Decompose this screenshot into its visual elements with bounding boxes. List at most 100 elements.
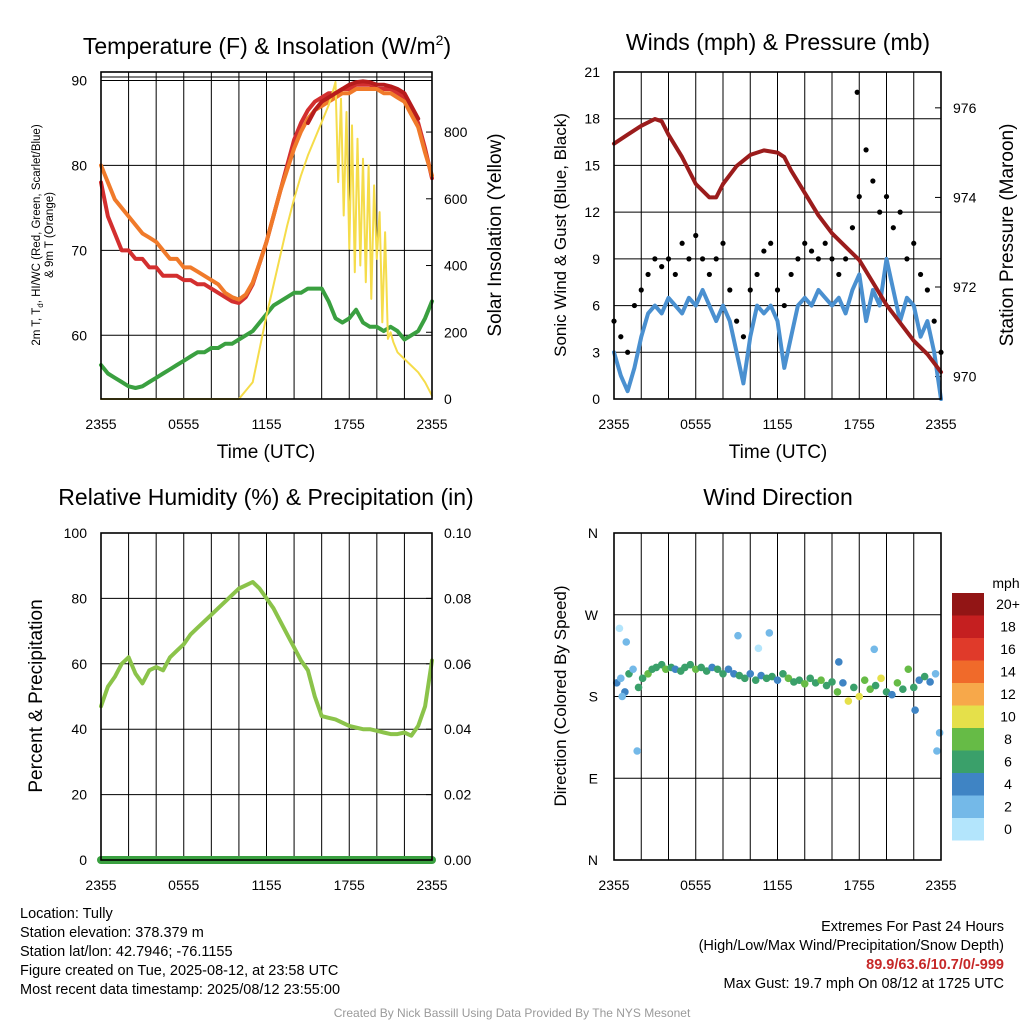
gust-point bbox=[693, 232, 699, 239]
colorbar: 0 2 4 6 8 10 12 14 16 18 20+ bbox=[952, 593, 1020, 841]
colorbar-swatch bbox=[952, 773, 984, 796]
direction-point bbox=[931, 669, 940, 678]
gust-point bbox=[836, 271, 842, 278]
direction-point bbox=[855, 692, 864, 701]
gust-point bbox=[781, 302, 787, 309]
direction-point bbox=[871, 681, 880, 690]
rh-ylabel-left: Percent & Precipitation bbox=[26, 599, 47, 792]
series-line-9m-t bbox=[99, 87, 434, 302]
y2-tick-label: 0.02 bbox=[444, 787, 471, 803]
direction-point bbox=[828, 678, 836, 686]
gust-point bbox=[822, 240, 828, 246]
gust-point bbox=[854, 89, 860, 95]
x-tick-label: 2355 bbox=[85, 416, 116, 432]
temp-series bbox=[99, 79, 434, 400]
direction-point bbox=[686, 660, 695, 669]
station-latlon: Station lat/lon: 42.7946; -76.1155 bbox=[20, 944, 233, 960]
direction-point bbox=[866, 685, 874, 694]
wind-series bbox=[611, 89, 944, 401]
colorbar-swatch bbox=[952, 750, 984, 773]
gust-point bbox=[672, 271, 678, 278]
x-tick-label: 2355 bbox=[416, 416, 447, 432]
x-tick-label: 0555 bbox=[680, 416, 711, 432]
direction-point bbox=[860, 676, 869, 684]
gust-point bbox=[727, 287, 733, 293]
station-elevation: Station elevation: 378.379 m bbox=[20, 925, 204, 941]
temp-ylabel-right: Solar Insolation (Yellow) bbox=[485, 133, 506, 336]
direction-point bbox=[870, 645, 879, 654]
temp-plot-frame bbox=[100, 71, 433, 400]
gust-point bbox=[768, 240, 774, 246]
y-tick-label: 90 bbox=[71, 72, 87, 88]
direction-point bbox=[634, 683, 643, 692]
colorbar-label: 12 bbox=[1000, 686, 1016, 702]
gust-point bbox=[638, 287, 644, 293]
gust-point bbox=[706, 271, 712, 278]
x-tick-label: 2355 bbox=[416, 877, 447, 893]
direction-point bbox=[850, 683, 858, 692]
direction-point bbox=[877, 674, 885, 683]
y2-tick-label: 600 bbox=[444, 191, 468, 207]
y2-tick-label: 976 bbox=[953, 100, 977, 116]
x-tick-label: 1755 bbox=[334, 877, 365, 893]
dir-gridlines bbox=[614, 533, 941, 860]
direction-point bbox=[833, 688, 842, 696]
direction-point bbox=[746, 669, 755, 678]
gust-point bbox=[699, 256, 706, 262]
extremes-info: Extremes For Past 24 Hours (High/Low/Max… bbox=[699, 918, 1004, 994]
gust-point bbox=[774, 287, 781, 293]
x-tick-label: 2355 bbox=[925, 877, 956, 893]
colorbar-label: 10 bbox=[1000, 709, 1016, 725]
rh-gridlines bbox=[101, 532, 432, 861]
series-line-relative-humidity bbox=[99, 580, 434, 738]
y2-tick-label: 0 bbox=[444, 391, 452, 407]
temp-title: Temperature (F) & Insolation (W/m2) bbox=[83, 32, 451, 59]
gust-point bbox=[856, 193, 862, 200]
colorbar-label: 14 bbox=[1000, 664, 1016, 680]
y-tick-label: S bbox=[589, 689, 598, 705]
direction-point bbox=[795, 676, 804, 684]
y2-tick-label: 800 bbox=[444, 124, 468, 140]
y-tick-label: 40 bbox=[71, 721, 87, 737]
gust-point bbox=[843, 256, 849, 262]
y-tick-label: 20 bbox=[71, 787, 87, 803]
gust-point bbox=[645, 271, 651, 278]
series-line-hi-wc bbox=[305, 79, 421, 125]
gust-point bbox=[849, 225, 856, 231]
colorbar-swatch bbox=[952, 638, 984, 661]
temp-ylabel-left-2: & 9m T (Orange) bbox=[44, 192, 56, 278]
panel-wind-direction: Wind Direction 2355 0555 1155 1755 2355NESWN… bbox=[551, 484, 1020, 893]
direction-point bbox=[888, 690, 896, 699]
direction-point bbox=[622, 638, 631, 646]
y-tick-label: 6 bbox=[592, 298, 600, 314]
y2-tick-label: 0.00 bbox=[444, 852, 471, 868]
gust-point bbox=[713, 256, 719, 262]
y2-tick-label: 0.04 bbox=[444, 721, 471, 737]
y-tick-label: 100 bbox=[64, 525, 88, 541]
colorbar-swatch bbox=[952, 660, 984, 683]
direction-point bbox=[773, 676, 782, 684]
gust-point bbox=[631, 302, 638, 309]
x-tick-label: 1755 bbox=[334, 416, 365, 432]
direction-point bbox=[800, 679, 809, 688]
y2-tick-label: 0.10 bbox=[444, 525, 471, 541]
direction-point bbox=[822, 681, 831, 690]
y2-tick-label: 0.06 bbox=[444, 656, 471, 672]
direction-point bbox=[768, 672, 776, 681]
direction-point bbox=[909, 683, 918, 692]
gust-point bbox=[917, 271, 924, 278]
x-tick-label: 0555 bbox=[168, 877, 199, 893]
direction-point bbox=[899, 685, 907, 694]
direction-point bbox=[618, 692, 626, 701]
direction-point bbox=[893, 679, 902, 687]
direction-point bbox=[806, 674, 814, 683]
y2-tick-label: 200 bbox=[444, 324, 468, 340]
gust-point bbox=[734, 318, 740, 324]
station-info: Location: Tully Station elevation: 378.3… bbox=[20, 905, 340, 1000]
direction-point bbox=[702, 667, 711, 675]
gust-point bbox=[904, 256, 910, 262]
x-tick-label: 0555 bbox=[168, 416, 199, 432]
x-tick-label: 2355 bbox=[85, 877, 116, 893]
dir-series bbox=[612, 624, 944, 755]
direction-point bbox=[935, 729, 944, 737]
